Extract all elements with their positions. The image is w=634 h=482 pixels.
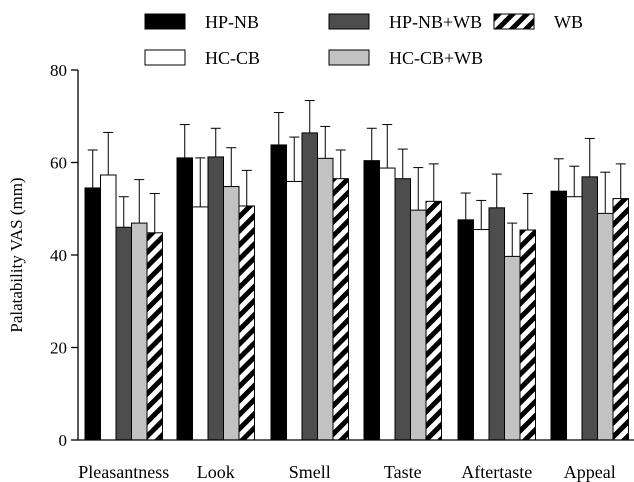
bar-hc-cb-wb-pleasantness <box>131 222 148 441</box>
bar-hc-cb-smell <box>286 180 303 441</box>
axes: Pleasantness Look Smell Taste Aftertaste Appe… <box>50 61 634 482</box>
plot-area <box>84 100 629 441</box>
legend-swatch-hp-nb-wb <box>328 13 370 30</box>
bar-hp-nb-wb-look <box>207 156 224 441</box>
bar-wb-appeal <box>612 198 629 441</box>
legend-label-hc-cb-wb: HC-CB+WB <box>389 48 483 68</box>
legend-swatch-hp-nb <box>144 13 186 30</box>
bar-hc-cb-wb-smell <box>317 157 334 441</box>
bar-wb-taste <box>425 200 442 441</box>
bar-hc-cb-wb-look <box>223 186 240 441</box>
bar-wb-pleasantness <box>146 232 163 441</box>
x-tick-label: Taste <box>384 462 422 482</box>
legend-label-hp-nb-wb: HP-NB+WB <box>389 12 482 32</box>
legend-label-wb: WB <box>554 12 583 32</box>
legend-label-hc-cb: HC-CB <box>205 48 260 68</box>
bar-hp-nb-wb-smell <box>301 132 318 441</box>
y-tick-label: 80 <box>50 61 67 80</box>
bar-hc-cb-aftertaste <box>473 229 490 441</box>
bar-hp-nb-wb-pleasantness <box>115 226 132 441</box>
x-tick-label: Look <box>197 462 235 482</box>
bar-hc-cb-wb-appeal <box>597 212 614 441</box>
legend: HP-NB HC-CB HP-NB+WB HC-CB+WB WB <box>144 12 583 68</box>
bar-hp-nb-pleasantness <box>84 187 101 441</box>
bar-hp-nb-wb-appeal <box>581 176 598 441</box>
bar-wb-aftertaste <box>519 229 536 441</box>
bar-hp-nb-appeal <box>550 190 567 441</box>
y-tick-label: 20 <box>50 339 67 358</box>
legend-swatch-hc-cb <box>144 49 186 66</box>
bar-hp-nb-aftertaste <box>457 219 474 441</box>
y-tick-label: 0 <box>59 431 68 450</box>
y-tick-label: 40 <box>50 246 67 265</box>
legend-swatch-hc-cb-wb <box>328 49 370 66</box>
legend-swatch-wb <box>493 13 535 30</box>
bar-wb-look <box>238 205 255 441</box>
bar-wb-smell <box>332 178 349 441</box>
x-tick-label: Appeal <box>564 462 616 482</box>
bar-hp-nb-look <box>176 157 193 441</box>
y-axis-title: Palatability VAS (mm) <box>7 177 26 332</box>
x-tick-label: Pleasantness <box>78 462 169 482</box>
bar-hp-nb-wb-taste <box>394 178 411 441</box>
bar-hc-cb-wb-aftertaste <box>504 255 521 441</box>
y-tick-label: 60 <box>50 154 67 173</box>
bar-hc-cb-look <box>192 206 209 441</box>
bar-hp-nb-smell <box>270 144 287 441</box>
bar-hc-cb-wb-taste <box>410 209 427 441</box>
x-tick-label: Aftertaste <box>461 462 532 482</box>
bar-hp-nb-taste <box>363 160 380 441</box>
legend-label-hp-nb: HP-NB <box>205 12 259 32</box>
bar-hp-nb-wb-aftertaste <box>488 207 505 441</box>
bar-hc-cb-appeal <box>566 196 583 441</box>
x-tick-label: Smell <box>289 462 331 482</box>
bar-hc-cb-taste <box>379 167 396 441</box>
bar-hc-cb-pleasantness <box>100 174 117 441</box>
